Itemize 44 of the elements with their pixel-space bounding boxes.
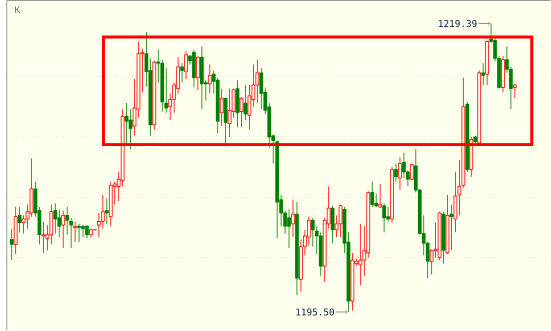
candlestick (358, 224, 362, 286)
candlestick (240, 96, 244, 128)
candlestick (398, 157, 402, 191)
candlestick (10, 228, 14, 261)
candlestick (370, 181, 374, 208)
candlestick (196, 56, 200, 90)
candlestick (310, 218, 315, 248)
candlestick (512, 84, 517, 99)
candlestick (73, 221, 77, 243)
candlestick (410, 163, 414, 181)
candlestick (57, 209, 62, 238)
candlestick (330, 206, 334, 244)
candlestick (124, 102, 128, 146)
candlestick (374, 193, 378, 208)
candlestick (97, 212, 101, 238)
candlestick (259, 68, 264, 110)
candlestick (382, 203, 386, 233)
candlestick (338, 204, 342, 238)
annotation: 1195.50 (296, 308, 334, 316)
text: K (15, 6, 20, 13)
candlestick (255, 59, 260, 104)
candlestick (69, 218, 73, 249)
candlestick (220, 88, 224, 127)
candlestick (85, 224, 89, 239)
candlestick (481, 63, 486, 86)
candlestick (228, 88, 232, 138)
candlestick (81, 224, 85, 238)
candlestick (450, 204, 454, 252)
candlestick (77, 224, 81, 243)
candlestick (291, 200, 295, 238)
candlestick (53, 203, 58, 234)
candlestick (394, 163, 398, 182)
candlestick (180, 63, 184, 84)
candlestick (184, 51, 188, 80)
candlestick (208, 64, 212, 94)
annotation: 1219.39 (438, 20, 477, 28)
candlestick (378, 184, 382, 209)
candlestick (244, 84, 248, 121)
candlestick (287, 209, 291, 249)
candlestick (61, 210, 66, 249)
candlestick (164, 68, 168, 114)
candlestick (104, 198, 109, 224)
candlestick (18, 206, 22, 233)
candlestick (42, 221, 46, 254)
